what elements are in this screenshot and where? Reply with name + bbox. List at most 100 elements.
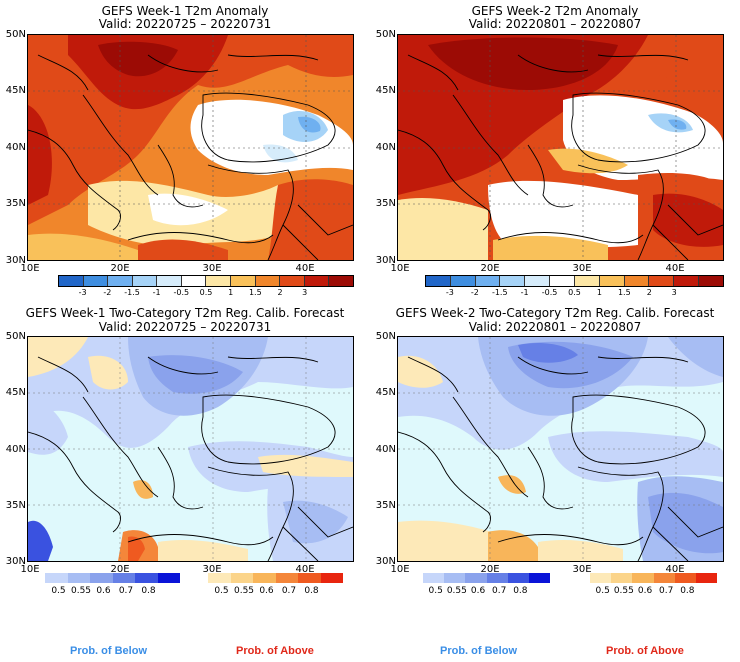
colorbar-label: 0.5: [199, 288, 213, 297]
lat-label: 45N: [5, 85, 26, 96]
colorbar-swatch: [108, 276, 133, 286]
lat-label: 30N: [5, 255, 26, 266]
colorbar-swatch: [298, 573, 321, 583]
anomaly-map: [397, 34, 724, 261]
lon-label: 20E: [110, 564, 130, 575]
colorbar-swatch: [208, 573, 231, 583]
colorbar-label: 0.7: [281, 586, 297, 596]
lat-label: 35N: [375, 500, 396, 511]
lon-label: 30E: [202, 263, 222, 274]
colorbar-label: -1.5: [491, 288, 508, 297]
colorbar-swatch: [699, 276, 723, 286]
lat-label: 50N: [375, 29, 396, 40]
colorbar-swatch: [83, 276, 109, 286]
colorbar-label: 0.5: [51, 586, 66, 596]
colorbar-label: -0.5: [173, 288, 190, 297]
anomaly-map: [27, 34, 354, 261]
lat-label: 40N: [5, 444, 26, 455]
colorbar-swatch: [255, 276, 281, 286]
colorbar-swatch: [112, 573, 135, 583]
lon-label: 30E: [572, 263, 592, 274]
colorbar-label: -1: [520, 288, 529, 297]
lat-label: 35N: [5, 500, 26, 511]
colorbar-swatch: [507, 573, 529, 583]
lat-label: 35N: [5, 198, 26, 209]
colorbar-label: 0.7: [492, 586, 507, 596]
colorbar-label: 0.5: [214, 586, 229, 596]
below-colorbar: [45, 573, 180, 583]
colorbar-label: -1.5: [124, 288, 140, 297]
panel-title: GEFS Week-2 T2m Anomaly: [471, 4, 639, 18]
colorbar-swatch: [475, 276, 501, 286]
lon-label: 10E: [20, 263, 40, 274]
panel-title: GEFS Week-2 Two-Category T2m Reg. Calib.…: [395, 306, 715, 320]
colorbar-label: 0.8: [304, 586, 319, 596]
colorbar-swatch: [649, 276, 675, 286]
colorbar-label: 0.6: [470, 586, 486, 596]
panel-title: GEFS Week-1 T2m Anomaly: [101, 4, 269, 18]
lon-label: 10E: [390, 263, 410, 274]
colorbar-label: 0.6: [637, 586, 653, 596]
colorbar-swatch: [444, 573, 466, 583]
colorbar-swatch: [45, 573, 68, 583]
colorbar-label: 0.5: [568, 288, 581, 297]
colorbar-label: 0.55: [233, 586, 255, 596]
colorbar-label: 0.7: [118, 586, 134, 596]
lon-label: 40E: [665, 564, 685, 575]
colorbar-swatch: [624, 276, 650, 286]
above-colorbar: [208, 573, 343, 583]
colorbar-swatch: [90, 573, 113, 583]
colorbar-label: 0.55: [613, 586, 634, 596]
colorbar-swatch: [320, 573, 343, 583]
lon-label: 20E: [480, 263, 500, 274]
lat-label: 50N: [5, 29, 26, 40]
colorbar-label: 1: [228, 288, 234, 297]
colorbar-label: 3: [302, 288, 308, 297]
panel-title: GEFS Week-1 Two-Category T2m Reg. Calib.…: [25, 306, 345, 320]
lat-label: 30N: [375, 255, 396, 266]
below-colorbar: [423, 573, 551, 583]
lon-label: 30E: [572, 564, 592, 575]
colorbar-swatch: [653, 573, 675, 583]
panel-week2-anomaly: GEFS Week-2 T2m Anomaly Valid: 20220801 …: [370, 0, 740, 300]
lon-label: 20E: [480, 564, 500, 575]
colorbar-swatch: [695, 573, 718, 583]
colorbar-swatch: [528, 573, 551, 583]
colorbar-swatch: [329, 276, 353, 286]
colorbar-swatch: [590, 573, 612, 583]
colorbar-swatch: [611, 573, 633, 583]
lat-label: 30N: [5, 556, 26, 567]
anomaly-colorbar: [425, 275, 724, 287]
colorbar-label: -2: [470, 288, 479, 297]
lat-label: 40N: [375, 142, 396, 153]
lat-label: 50N: [5, 331, 26, 342]
lon-label: 40E: [295, 263, 315, 274]
colorbar-swatch: [253, 573, 276, 583]
colorbar-swatch: [181, 276, 207, 286]
colorbar-label: 0.7: [659, 586, 674, 596]
colorbar-label: 0.6: [96, 586, 111, 596]
footer-prob-below: Prob. of Below: [440, 645, 517, 657]
colorbar-swatch: [423, 573, 445, 583]
lat-label: 30N: [375, 556, 396, 567]
colorbar-swatch: [632, 573, 654, 583]
colorbar-swatch: [304, 276, 330, 286]
colorbar-label: 0.5: [428, 586, 443, 596]
colorbar-swatch: [275, 573, 298, 583]
colorbar-label: -1: [152, 288, 161, 297]
lat-label: 45N: [375, 85, 396, 96]
lon-label: 40E: [665, 263, 685, 274]
colorbar-label: 2: [277, 288, 283, 297]
footer-prob-above: Prob. of Above: [236, 645, 314, 657]
lat-label: 35N: [375, 198, 396, 209]
colorbar-label: -3: [78, 288, 87, 297]
colorbar-label: -2: [103, 288, 112, 297]
colorbar-swatch: [157, 276, 182, 286]
colorbar-label: 0.8: [141, 586, 156, 596]
lat-label: 45N: [5, 387, 26, 398]
colorbar-swatch: [132, 276, 158, 286]
colorbar-swatch: [206, 276, 232, 286]
panel-valid-dates: Valid: 20220725 – 20220731: [98, 320, 272, 334]
lon-label: 10E: [20, 564, 40, 575]
colorbar-label: 1.5: [248, 288, 262, 297]
